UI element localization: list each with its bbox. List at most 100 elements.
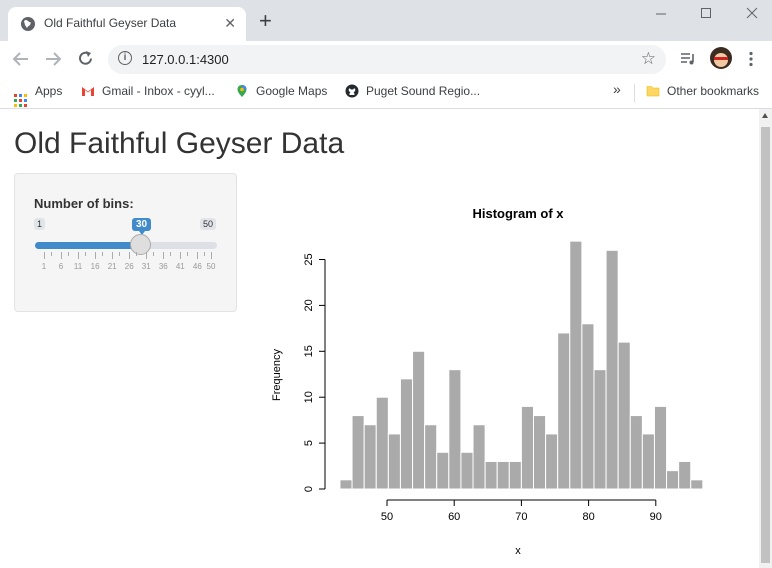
new-tab-button[interactable]: +	[259, 8, 272, 33]
address-bar[interactable]: i 127.0.0.1:4300 ☆	[108, 45, 666, 74]
histogram-bar	[532, 415, 547, 490]
page-title: Old Faithful Geyser Data	[14, 127, 345, 160]
back-arrow-icon[interactable]	[12, 51, 30, 67]
more-menu-icon[interactable]	[748, 51, 754, 67]
slider-minor-tick	[67, 252, 69, 256]
histogram-bar	[351, 415, 365, 490]
slider-major-tick	[112, 252, 114, 259]
github-icon	[345, 84, 359, 98]
y-tick-label: 15	[303, 345, 315, 357]
slider-tick-label: 21	[107, 262, 117, 271]
histogram-bar	[593, 369, 607, 490]
axes-group: 50 60 70 80 90 0 5 10 15 20 25	[303, 253, 662, 523]
close-window-icon[interactable]	[746, 7, 758, 19]
maximize-icon[interactable]	[700, 7, 712, 19]
bookmark-puget-sound[interactable]: Puget Sound Regio...	[345, 84, 480, 98]
histogram-bar	[424, 424, 438, 490]
histogram-chart: Histogram of x x Frequency 50 60 70 80 90 0 5 1…	[250, 183, 740, 568]
histogram-bar	[363, 424, 377, 490]
slider-ticks: 1 6 11 16 21 26 31 36 41 46 50	[15, 252, 236, 282]
slider-max-label: 50	[200, 218, 217, 230]
slider-minor-tick	[101, 252, 103, 256]
bookmark-label: Puget Sound Regio...	[366, 84, 481, 98]
slider-tick-label: 41	[175, 262, 185, 271]
other-bookmarks-button[interactable]: Other bookmarks	[646, 84, 759, 98]
histogram-bar	[690, 479, 704, 490]
forward-arrow-icon[interactable]	[44, 51, 62, 67]
slider-minor-tick	[50, 252, 52, 256]
histogram-bar	[484, 460, 498, 490]
maps-pin-icon	[237, 85, 247, 97]
reload-icon[interactable]	[77, 50, 94, 67]
histogram-svg: Histogram of x x Frequency 50 60 70 80 90 0 5 1…	[271, 206, 704, 557]
histogram-bar	[472, 424, 486, 490]
minimize-icon[interactable]	[655, 8, 667, 20]
x-tick-label: 70	[515, 511, 527, 523]
gmail-icon	[82, 87, 94, 96]
histogram-bar	[629, 415, 643, 490]
bookmark-gmail[interactable]: Gmail - Inbox - cyyl...	[81, 84, 215, 98]
slider-tick-label: 36	[158, 262, 168, 271]
histogram-bar	[617, 341, 631, 490]
slider-min-label: 1	[34, 218, 46, 230]
histogram-bar	[641, 433, 655, 490]
slider-label: Number of bins:	[34, 196, 134, 211]
slider-minor-tick	[170, 252, 172, 256]
y-tick-label: 25	[303, 253, 315, 265]
histogram-bar	[508, 460, 522, 490]
x-axis-title: x	[515, 545, 521, 557]
slider-tick-label: 46	[192, 262, 202, 271]
scroll-up-arrow-icon[interactable]	[762, 113, 768, 118]
url-text: 127.0.0.1:4300	[142, 52, 229, 67]
slider-minor-tick	[153, 252, 155, 256]
bookmark-apps[interactable]: Apps	[14, 84, 62, 107]
browser-tab[interactable]: Old Faithful Geyser Data ✕	[8, 7, 246, 41]
histogram-bar	[545, 433, 559, 490]
y-tick-label: 0	[303, 486, 315, 492]
sidebar-panel: Number of bins: 1 50 30 1 6 11 16 21 26 31 36 41…	[14, 173, 237, 312]
x-tick-label: 60	[448, 511, 460, 523]
slider-minor-tick	[118, 252, 120, 256]
browser-toolbar: i 127.0.0.1:4300 ☆	[0, 41, 772, 78]
histogram-bar	[375, 396, 389, 490]
slider-tick-label: 26	[124, 262, 134, 271]
histogram-bar	[436, 451, 450, 490]
slider-handle[interactable]	[130, 234, 151, 255]
histogram-bar	[412, 350, 426, 490]
profile-avatar[interactable]	[710, 47, 732, 69]
y-axis-title: Frequency	[271, 349, 283, 401]
more-bookmarks-button[interactable]: »	[613, 81, 621, 97]
tab-close-icon[interactable]: ✕	[224, 15, 236, 31]
bookmark-star-icon[interactable]: ☆	[640, 49, 656, 68]
histogram-bar	[399, 378, 414, 490]
x-tick-label: 80	[582, 511, 594, 523]
slider-major-tick	[163, 252, 165, 259]
histogram-bar	[387, 433, 401, 490]
vertical-scrollbar[interactable]	[759, 109, 772, 568]
scrollbar-thumb[interactable]	[761, 127, 770, 563]
y-tick-label: 10	[303, 391, 315, 403]
slider-tick-label: 11	[73, 262, 83, 271]
histogram-bar	[581, 323, 595, 490]
histogram-bar	[666, 470, 680, 490]
slider-major-tick	[61, 252, 63, 259]
slider-major-tick	[197, 252, 199, 259]
slider-value-label: 30	[132, 218, 152, 235]
slider-major-tick	[211, 252, 212, 259]
site-info-icon[interactable]: i	[118, 51, 132, 65]
slider-tick-label: 50	[206, 262, 216, 271]
bookmark-divider	[634, 84, 635, 102]
media-control-icon[interactable]	[680, 52, 696, 66]
slider-tick-label: 31	[141, 262, 151, 271]
histogram-bar	[448, 369, 462, 490]
folder-icon	[646, 86, 660, 97]
slider-minor-tick	[187, 252, 189, 256]
slider-minor-tick	[136, 252, 138, 256]
bookmarks-bar: Apps Gmail - Inbox - cyyl... Google Maps…	[0, 78, 772, 109]
slider-major-tick	[44, 252, 45, 259]
globe-icon	[21, 17, 35, 31]
histogram-bar	[520, 405, 534, 490]
bookmark-google-maps[interactable]: Google Maps	[235, 84, 327, 98]
histogram-bar	[339, 479, 353, 490]
histogram-bar	[569, 240, 583, 490]
